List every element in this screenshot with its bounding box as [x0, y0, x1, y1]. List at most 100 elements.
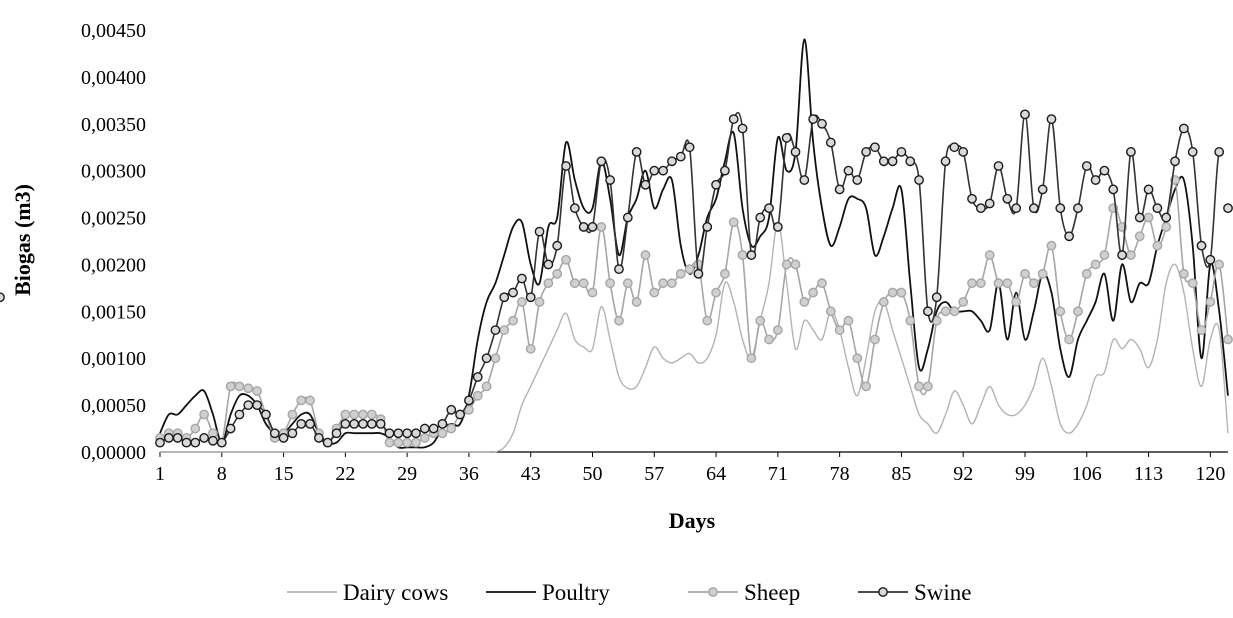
data-point-sheep — [534, 297, 545, 307]
data-point-sheep — [949, 306, 960, 317]
data-point-swine — [1117, 250, 1127, 260]
data-point-swine — [1055, 203, 1066, 214]
x-tick-label: 71 — [768, 463, 788, 485]
data-point-swine — [843, 165, 854, 176]
data-point-swine — [852, 175, 863, 185]
data-point-sheep — [914, 381, 924, 392]
data-point-swine — [481, 353, 492, 364]
data-point-sheep — [1152, 240, 1163, 251]
data-point-sheep — [305, 395, 315, 406]
data-point-swine — [305, 418, 315, 429]
legend-item-dairy-cows: Dairy cows — [287, 580, 448, 605]
data-point-swine — [163, 433, 174, 443]
data-point-sheep — [605, 278, 616, 289]
x-tick-label: 8 — [217, 463, 227, 485]
data-point-swine — [755, 212, 766, 223]
data-point-swine — [684, 142, 695, 153]
y-tick-label: 0,00200 — [81, 254, 146, 276]
data-point-swine — [428, 423, 439, 434]
data-point-sheep — [764, 334, 774, 345]
data-point-sheep — [817, 278, 827, 289]
data-point-sheep — [711, 287, 721, 298]
data-point-swine — [1170, 156, 1180, 167]
y-tick-label: 0,00300 — [81, 161, 146, 183]
data-point-swine — [949, 142, 960, 153]
data-point-sheep — [967, 278, 977, 289]
legend-marker-swine — [878, 587, 888, 597]
data-point-sheep — [799, 297, 810, 307]
legend-label-sheep: Sheep — [744, 580, 800, 605]
data-point-sheep — [340, 409, 351, 420]
data-point-sheep — [1011, 297, 1022, 307]
data-point-swine — [658, 165, 669, 176]
data-point-sheep — [631, 297, 642, 307]
x-tick-label: 29 — [397, 463, 417, 485]
x-tick-label: 43 — [521, 463, 541, 485]
series-line-swine — [159, 111, 1220, 445]
data-point-sheep — [781, 259, 792, 270]
x-tick-label: 85 — [891, 463, 911, 485]
data-point-swine — [1108, 184, 1119, 195]
y-tick-label: 0,00400 — [81, 67, 146, 89]
data-point-swine — [1002, 193, 1013, 204]
data-point-sheep — [790, 259, 801, 270]
data-point-sheep — [958, 297, 969, 307]
data-point-sheep — [614, 315, 624, 326]
data-point-sheep — [1205, 297, 1216, 307]
y-axis-title-group: Biogas (m3) — [10, 184, 35, 296]
data-point-swine — [640, 179, 651, 190]
x-tick-label: 64 — [706, 463, 726, 485]
data-point-swine — [631, 147, 642, 157]
data-point-sheep — [984, 250, 995, 260]
data-point-sheep — [1090, 259, 1101, 270]
data-point-sheep — [1126, 250, 1136, 260]
data-point-swine — [1205, 254, 1216, 265]
data-point-sheep — [1214, 259, 1225, 270]
data-point-swine — [905, 156, 916, 167]
data-point-swine — [252, 400, 262, 411]
data-point-sheep — [843, 315, 854, 326]
data-point-sheep — [622, 278, 633, 289]
data-point-swine — [349, 418, 360, 429]
data-point-swine — [914, 175, 924, 185]
data-point-swine — [331, 428, 342, 439]
data-point-swine — [455, 409, 465, 420]
data-point-swine — [1126, 147, 1136, 157]
series-dairy-cows — [160, 221, 1229, 454]
data-point-sheep — [870, 334, 880, 345]
data-point-sheep — [1081, 268, 1092, 279]
data-point-swine — [1090, 175, 1101, 185]
data-point-swine — [313, 433, 324, 443]
data-point-sheep — [825, 306, 836, 317]
data-point-swine — [569, 203, 580, 214]
data-point-swine — [1064, 231, 1075, 242]
y-tick-label: 0,00250 — [81, 208, 146, 230]
data-point-sheep — [366, 409, 377, 420]
data-point-sheep — [402, 437, 413, 448]
data-point-swine — [693, 268, 704, 279]
data-point-swine — [190, 437, 201, 448]
data-point-sheep — [940, 306, 951, 317]
data-point-sheep — [755, 315, 766, 326]
data-point-swine — [243, 400, 254, 411]
data-point-sheep — [675, 268, 686, 279]
data-point-sheep — [393, 437, 404, 448]
data-point-swine — [1152, 203, 1163, 214]
data-point-swine — [296, 418, 307, 429]
data-point-sheep — [861, 381, 872, 392]
series-line-dairy-cows — [160, 221, 1229, 454]
x-tick-label: 106 — [1072, 463, 1102, 485]
data-point-swine — [384, 428, 395, 439]
data-point-swine — [834, 184, 845, 195]
data-point-sheep — [1037, 268, 1048, 279]
data-point-sheep — [561, 254, 571, 265]
data-point-swine — [746, 250, 757, 260]
data-point-swine — [1196, 240, 1207, 251]
legend-item-poultry: Poultry — [486, 580, 610, 605]
data-point-swine — [261, 409, 271, 420]
data-point-sheep — [1161, 222, 1172, 232]
legend-item-swine: Swine — [858, 580, 972, 605]
data-point-swine — [967, 193, 977, 204]
y-tick-label: 0,00350 — [81, 114, 146, 136]
